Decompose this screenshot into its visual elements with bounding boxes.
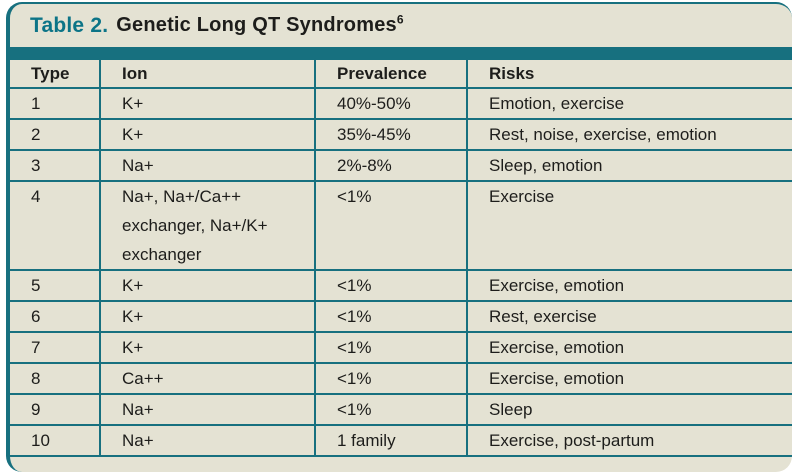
table-row: 3 Na+ 2%-8% Sleep, emotion (10, 149, 792, 182)
cell-risks: Exercise (466, 180, 792, 271)
reference-superscript: 6 (396, 12, 404, 27)
table-title-text: Genetic Long QT Syndromes (116, 14, 397, 36)
cell-type: 10 (10, 424, 101, 457)
cell-type: 2 (10, 118, 101, 151)
table-number-label: Table 2. (30, 13, 109, 37)
table-row: 5 K+ <1% Exercise, emotion (10, 269, 792, 302)
cell-ion: K+ (99, 269, 316, 302)
cell-type: 3 (10, 149, 101, 182)
cell-prevalence: 35%-45% (314, 118, 468, 151)
teal-divider-band (10, 47, 792, 60)
cell-risks: Exercise, emotion (466, 331, 792, 364)
cell-prevalence: 40%-50% (314, 87, 468, 120)
table-card: Table 2. Genetic Long QT Syndromes6 Type… (6, 2, 792, 472)
cell-ion: Na+ (99, 149, 316, 182)
cell-prevalence: <1% (314, 331, 468, 364)
cell-ion: K+ (99, 300, 316, 333)
table-row: 10 Na+ 1 family Exercise, post-partum (10, 424, 792, 457)
cell-prevalence: 2%-8% (314, 149, 468, 182)
header-row: Type Ion Prevalence Risks (10, 60, 792, 89)
cell-risks: Sleep, emotion (466, 149, 792, 182)
card-footer-spacer (10, 457, 792, 471)
column-header-prevalence: Prevalence (314, 60, 468, 89)
cell-prevalence: <1% (314, 180, 468, 271)
table-row: 9 Na+ <1% Sleep (10, 393, 792, 426)
cell-risks: Sleep (466, 393, 792, 426)
cell-type: 7 (10, 331, 101, 364)
cell-ion: Na+ (99, 393, 316, 426)
cell-ion: K+ (99, 331, 316, 364)
column-header-risks: Risks (466, 60, 792, 89)
table-row: 6 K+ <1% Rest, exercise (10, 300, 792, 333)
column-header-ion: Ion (99, 60, 316, 89)
table-row: 4 Na+, Na+/Ca++ exchanger, Na+/K+ exchan… (10, 180, 792, 271)
table-title: Genetic Long QT Syndromes6 (116, 12, 404, 37)
cell-type: 1 (10, 87, 101, 120)
cell-prevalence: 1 family (314, 424, 468, 457)
cell-risks: Exercise, emotion (466, 362, 792, 395)
long-qt-syndromes-table: Type Ion Prevalence Risks 1 K+ 40%-50% E… (10, 60, 792, 457)
cell-type: 4 (10, 180, 101, 271)
column-header-type: Type (10, 60, 101, 89)
cell-ion: K+ (99, 118, 316, 151)
cell-risks: Rest, exercise (466, 300, 792, 333)
table-title-bar: Table 2. Genetic Long QT Syndromes6 (10, 4, 792, 47)
cell-prevalence: <1% (314, 269, 468, 302)
table-row: 7 K+ <1% Exercise, emotion (10, 331, 792, 364)
cell-risks: Exercise, emotion (466, 269, 792, 302)
cell-risks: Emotion, exercise (466, 87, 792, 120)
cell-type: 9 (10, 393, 101, 426)
cell-risks: Exercise, post-partum (466, 424, 792, 457)
cell-ion: Ca++ (99, 362, 316, 395)
table-row: 2 K+ 35%-45% Rest, noise, exercise, emot… (10, 118, 792, 151)
cell-ion: Na+ (99, 424, 316, 457)
cell-ion: Na+, Na+/Ca++ exchanger, Na+/K+ exchange… (99, 180, 316, 271)
cell-risks: Rest, noise, exercise, emotion (466, 118, 792, 151)
cell-type: 5 (10, 269, 101, 302)
table-row: 1 K+ 40%-50% Emotion, exercise (10, 87, 792, 120)
table-row: 8 Ca++ <1% Exercise, emotion (10, 362, 792, 395)
cell-prevalence: <1% (314, 393, 468, 426)
cell-prevalence: <1% (314, 362, 468, 395)
cell-ion: K+ (99, 87, 316, 120)
cell-prevalence: <1% (314, 300, 468, 333)
cell-type: 6 (10, 300, 101, 333)
cell-type: 8 (10, 362, 101, 395)
